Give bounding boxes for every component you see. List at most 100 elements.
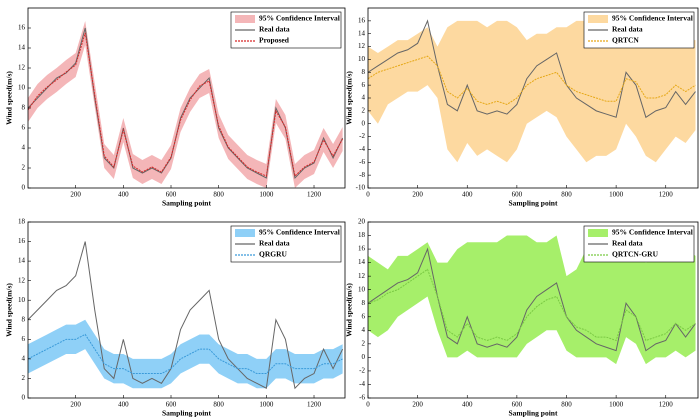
axes-frame: [27, 7, 346, 189]
y-tick-label: 8: [362, 68, 366, 76]
x-tick-label: 600: [166, 401, 177, 409]
legend-label: QRGRU: [259, 250, 288, 259]
x-tick-label: 0: [366, 401, 370, 409]
y-tick-label: 14: [358, 258, 366, 266]
y-tick-label: -6: [359, 158, 365, 166]
x-tick-label: 1200: [659, 191, 674, 199]
y-tick-label: 14: [18, 44, 26, 52]
y-tick-label: 10: [358, 285, 366, 293]
y-tick-label: 6: [22, 335, 26, 343]
y-tick-label: 16: [358, 16, 366, 24]
legend-label: QRTCN-GRU: [612, 250, 659, 259]
legend-label: Real data: [612, 25, 643, 34]
y-tick-label: -10: [356, 184, 366, 192]
legend-swatch: [588, 15, 608, 23]
confidence-band: [368, 20, 696, 163]
y-tick-label: -2: [359, 132, 365, 140]
y-tick-label: -4: [359, 380, 365, 388]
x-tick-label: 1200: [659, 401, 674, 409]
plot-area: [28, 21, 344, 188]
x-axis-label: Sampling point: [162, 199, 211, 208]
x-tick-label: 1000: [259, 401, 274, 409]
y-tick-label: 16: [358, 245, 366, 253]
x-tick-label: 200: [412, 401, 423, 409]
x-tick-label: 400: [118, 191, 129, 199]
plot-area: [28, 241, 344, 390]
legend-label: 95% Confidence Interval: [612, 14, 693, 23]
legend-label: QRTCN: [612, 36, 639, 45]
x-tick-label: 1000: [609, 401, 624, 409]
legend-label: Real data: [259, 25, 290, 34]
y-tick-label: 0: [22, 394, 26, 402]
series-line: [28, 241, 344, 390]
legend-label: Real data: [612, 239, 643, 248]
y-tick-label: 0: [362, 353, 366, 361]
y-tick-label: 18: [18, 218, 26, 226]
x-tick-label: 200: [70, 191, 81, 199]
y-tick-label: 8: [362, 299, 366, 307]
series-line: [28, 32, 344, 177]
y-tick-label: 10: [18, 84, 26, 92]
legend-label: Real data: [259, 239, 290, 248]
axes-frame: [27, 221, 346, 399]
legend-label: 95% Confidence Interval: [259, 228, 340, 237]
x-axis-label: Sampling point: [162, 409, 211, 418]
y-tick-label: 4: [362, 326, 366, 334]
y-tick-label: 10: [358, 55, 366, 63]
x-axis-label: Sampling point: [509, 199, 558, 208]
x-axis-label: Sampling point: [509, 409, 558, 418]
y-tick-label: 6: [362, 312, 366, 320]
y-tick-label: -6: [359, 394, 365, 402]
series-line: [368, 19, 696, 119]
x-tick-label: 800: [561, 401, 572, 409]
confidence-band: [28, 21, 343, 188]
y-axis-label: Wind speed(m/s): [5, 71, 14, 125]
y-tick-label: 4: [22, 354, 26, 362]
y-tick-label: 12: [358, 42, 366, 50]
y-tick-label: 14: [18, 257, 26, 265]
x-tick-label: 200: [412, 191, 423, 199]
y-tick-label: 2: [362, 106, 366, 114]
y-tick-label: -2: [359, 367, 365, 375]
y-tick-label: 20: [358, 218, 366, 226]
y-tick-label: 14: [358, 29, 366, 37]
series-line: [28, 333, 343, 375]
y-tick-label: -4: [359, 145, 365, 153]
y-tick-label: 16: [18, 237, 26, 245]
series-line: [368, 55, 696, 105]
legend-swatch: [235, 229, 255, 237]
x-tick-label: 600: [166, 191, 177, 199]
y-tick-label: 4: [362, 94, 366, 102]
y-axis-label: Wind speed(m/s): [345, 71, 354, 125]
legend-label: 95% Confidence Interval: [259, 14, 340, 23]
y-tick-label: 8: [22, 104, 26, 112]
y-tick-label: 8: [22, 315, 26, 323]
y-axis-label: Wind speed(m/s): [5, 283, 14, 337]
legend-swatch: [235, 15, 255, 23]
y-tick-label: 2: [362, 339, 366, 347]
x-tick-label: 400: [118, 401, 129, 409]
x-tick-label: 400: [462, 401, 473, 409]
series-line: [368, 268, 696, 342]
plot-area: [368, 19, 696, 163]
x-tick-label: 800: [213, 401, 224, 409]
y-tick-label: 6: [22, 124, 26, 132]
legend-label: Proposed: [259, 36, 290, 45]
y-tick-label: 4: [22, 144, 26, 152]
x-tick-label: 200: [70, 401, 81, 409]
y-tick-label: 10: [18, 296, 26, 304]
x-tick-label: 600: [512, 401, 523, 409]
y-tick-label: 12: [18, 276, 26, 284]
x-tick-label: 800: [561, 191, 572, 199]
x-tick-label: 1000: [259, 191, 274, 199]
x-tick-label: 1200: [307, 401, 322, 409]
legend-label: 95% Confidence Interval: [612, 228, 693, 237]
plot-area: [368, 235, 696, 365]
y-tick-label: 18: [358, 231, 366, 239]
axes-frame: [367, 221, 699, 399]
y-tick-label: 6: [362, 81, 366, 89]
y-tick-label: 16: [18, 24, 26, 32]
y-tick-label: 2: [22, 164, 26, 172]
y-tick-label: 12: [358, 272, 366, 280]
